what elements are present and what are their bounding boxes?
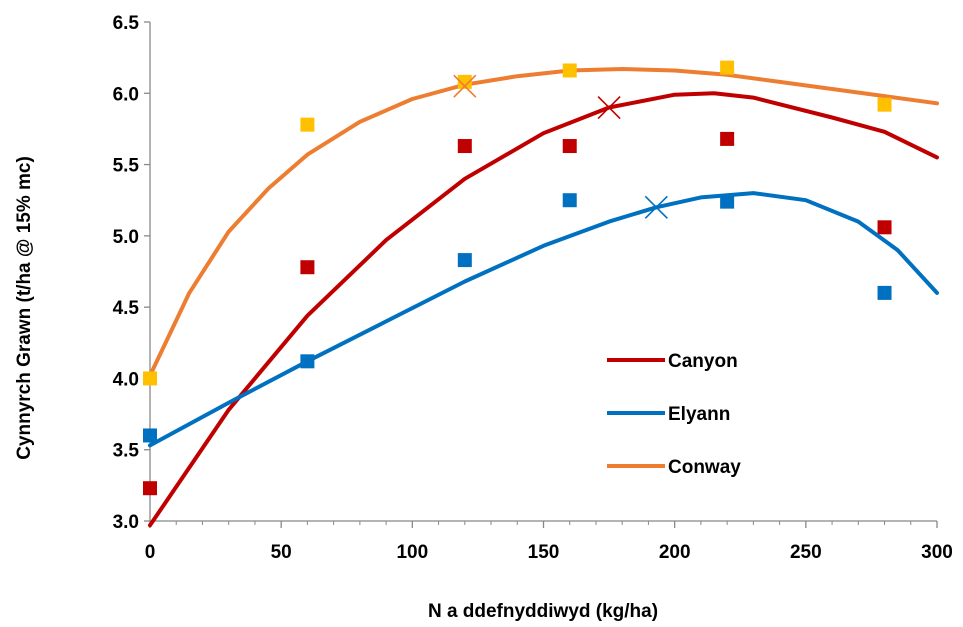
optimum-marker-canyon bbox=[597, 95, 621, 120]
legend-label-canyon: Canyon bbox=[668, 351, 738, 372]
trend-line-conway bbox=[148, 67, 939, 378]
data-point-canyon bbox=[562, 139, 577, 154]
series-elyann bbox=[143, 191, 939, 448]
legend-item-elyann: Elyann bbox=[607, 404, 730, 425]
x-tick-label: 50 bbox=[271, 542, 292, 563]
y-tick-label: 3.5 bbox=[113, 441, 140, 462]
optimum-cross-stroke bbox=[597, 95, 621, 120]
y-tick-label: 4.5 bbox=[113, 298, 140, 319]
legend-label-conway: Conway bbox=[668, 457, 741, 478]
x-tick-label: 200 bbox=[659, 542, 691, 563]
data-point-canyon bbox=[877, 220, 892, 235]
data-point-elyann bbox=[143, 428, 157, 443]
y-tick-label: 3.0 bbox=[113, 512, 139, 533]
optimum-cross-stroke bbox=[453, 74, 477, 98]
data-point-elyann bbox=[457, 253, 472, 268]
y-tick-label: 5.5 bbox=[113, 156, 140, 177]
data-point-conway bbox=[457, 74, 472, 89]
x-axis-title: N a ddefnyddiwyd (kg/ha) bbox=[428, 601, 658, 622]
trend-line-canyon bbox=[148, 91, 939, 528]
data-point-conway bbox=[720, 60, 735, 75]
y-axis-title: Cynnyrch Grawn (t/ha @ 15% mc) bbox=[14, 156, 35, 460]
legend-label-elyann: Elyann bbox=[668, 404, 730, 425]
x-tick-label: 100 bbox=[396, 542, 428, 563]
data-point-canyon bbox=[720, 131, 735, 146]
series-conway bbox=[143, 60, 939, 386]
y-tick-label: 6.0 bbox=[113, 84, 139, 105]
legend-item-canyon: Canyon bbox=[607, 351, 738, 372]
optimum-cross-stroke bbox=[644, 195, 668, 219]
data-point-canyon bbox=[300, 260, 315, 275]
series-canyon bbox=[143, 91, 939, 528]
x-tick-label: 150 bbox=[528, 542, 560, 563]
x-tick-label: 250 bbox=[790, 542, 822, 563]
data-point-elyann bbox=[720, 194, 735, 209]
legend: Canyon Elyann Conway bbox=[607, 351, 741, 478]
data-point-conway bbox=[143, 371, 157, 386]
data-point-conway bbox=[877, 97, 892, 112]
data-point-canyon bbox=[143, 481, 157, 496]
y-tick-label: 4.0 bbox=[113, 369, 139, 390]
data-point-elyann bbox=[562, 193, 577, 208]
axes: 3.0 3.5 4.0 4.5 5.0 5.5 6.0 6.5 0 50 100 150 200 250 3… bbox=[113, 13, 953, 563]
trend-line-elyann bbox=[148, 191, 939, 448]
x-tick-label: 300 bbox=[921, 542, 953, 563]
data-point-conway bbox=[300, 117, 315, 132]
y-tick-label: 5.0 bbox=[113, 227, 139, 248]
optimum-marker-elyann bbox=[644, 195, 668, 219]
data-point-conway bbox=[562, 63, 577, 78]
optimum-marker-conway bbox=[453, 74, 477, 98]
data-point-elyann bbox=[877, 285, 892, 300]
data-point-canyon bbox=[457, 139, 472, 154]
series-layer bbox=[143, 60, 939, 528]
legend-item-conway: Conway bbox=[607, 457, 741, 478]
x-tick-label: 0 bbox=[145, 542, 156, 563]
y-tick-label: 6.5 bbox=[113, 13, 140, 34]
data-point-elyann bbox=[300, 354, 315, 369]
